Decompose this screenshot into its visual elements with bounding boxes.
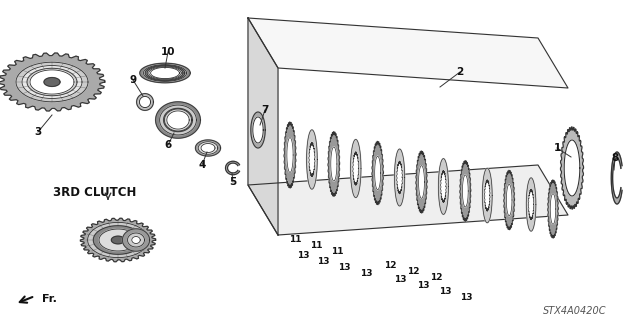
Polygon shape [198, 142, 218, 154]
Text: 10: 10 [161, 47, 175, 57]
Polygon shape [253, 117, 263, 143]
Polygon shape [331, 147, 337, 181]
Polygon shape [164, 108, 193, 132]
Text: 13: 13 [417, 281, 429, 291]
Polygon shape [136, 93, 154, 110]
Text: 12: 12 [429, 273, 442, 283]
Text: 13: 13 [394, 276, 406, 285]
Text: 3: 3 [35, 127, 42, 137]
Text: 13: 13 [439, 287, 451, 296]
Polygon shape [44, 78, 60, 86]
Polygon shape [122, 229, 150, 251]
Text: 1: 1 [554, 143, 561, 153]
Text: 13: 13 [460, 293, 472, 301]
Text: 9: 9 [129, 75, 136, 85]
Polygon shape [328, 132, 340, 196]
Polygon shape [93, 226, 143, 254]
Text: 7: 7 [261, 105, 269, 115]
Polygon shape [353, 152, 359, 185]
Polygon shape [397, 161, 403, 194]
Polygon shape [149, 67, 181, 79]
Polygon shape [528, 189, 534, 220]
Polygon shape [550, 194, 556, 224]
Polygon shape [167, 111, 189, 129]
Polygon shape [504, 170, 515, 230]
Polygon shape [611, 152, 622, 204]
Polygon shape [419, 166, 424, 198]
Text: 3RD CLUTCH: 3RD CLUTCH [53, 186, 137, 198]
Polygon shape [140, 96, 150, 108]
Polygon shape [307, 130, 317, 189]
Polygon shape [394, 149, 404, 206]
Text: 12: 12 [407, 268, 419, 277]
Polygon shape [145, 65, 185, 81]
Polygon shape [140, 63, 190, 83]
Polygon shape [27, 68, 77, 96]
Polygon shape [99, 229, 137, 251]
Polygon shape [195, 140, 221, 156]
Polygon shape [374, 156, 381, 190]
Polygon shape [564, 140, 580, 196]
Polygon shape [88, 222, 148, 258]
Polygon shape [127, 233, 145, 247]
Polygon shape [561, 127, 584, 209]
Polygon shape [132, 236, 140, 243]
Text: 4: 4 [198, 160, 205, 170]
Polygon shape [506, 184, 512, 216]
Polygon shape [111, 236, 125, 244]
Text: 11: 11 [310, 241, 323, 250]
Text: 13: 13 [297, 250, 309, 259]
Polygon shape [287, 137, 293, 172]
Polygon shape [225, 161, 239, 175]
Polygon shape [159, 105, 196, 135]
Polygon shape [548, 180, 558, 238]
Polygon shape [16, 62, 88, 102]
Polygon shape [309, 142, 315, 177]
Polygon shape [460, 161, 471, 221]
Polygon shape [351, 139, 361, 197]
Polygon shape [30, 70, 74, 94]
Polygon shape [440, 170, 446, 203]
Polygon shape [81, 218, 156, 262]
Text: 8: 8 [611, 153, 619, 163]
Text: 11: 11 [331, 248, 343, 256]
Text: 5: 5 [229, 177, 237, 187]
Text: 2: 2 [456, 67, 463, 77]
Polygon shape [156, 102, 200, 138]
Text: Fr.: Fr. [42, 294, 57, 304]
Text: 13: 13 [360, 269, 372, 278]
Polygon shape [284, 122, 296, 188]
Polygon shape [248, 18, 278, 235]
Text: 13: 13 [338, 263, 350, 272]
Text: 12: 12 [384, 261, 396, 270]
Polygon shape [201, 144, 215, 152]
Polygon shape [438, 159, 449, 214]
Polygon shape [251, 112, 265, 148]
Polygon shape [416, 151, 427, 213]
Polygon shape [483, 168, 492, 223]
Polygon shape [164, 109, 191, 131]
Polygon shape [147, 66, 183, 80]
Text: 6: 6 [164, 140, 172, 150]
Polygon shape [248, 18, 568, 88]
Polygon shape [372, 141, 383, 205]
Polygon shape [22, 65, 82, 99]
Polygon shape [150, 67, 179, 78]
Text: 13: 13 [317, 256, 329, 265]
Polygon shape [463, 175, 468, 207]
Text: STX4A0420C: STX4A0420C [543, 306, 607, 316]
Polygon shape [0, 53, 105, 111]
Polygon shape [143, 65, 187, 81]
Polygon shape [484, 180, 490, 211]
Polygon shape [248, 165, 568, 235]
Polygon shape [526, 178, 536, 231]
Text: 11: 11 [289, 235, 301, 244]
